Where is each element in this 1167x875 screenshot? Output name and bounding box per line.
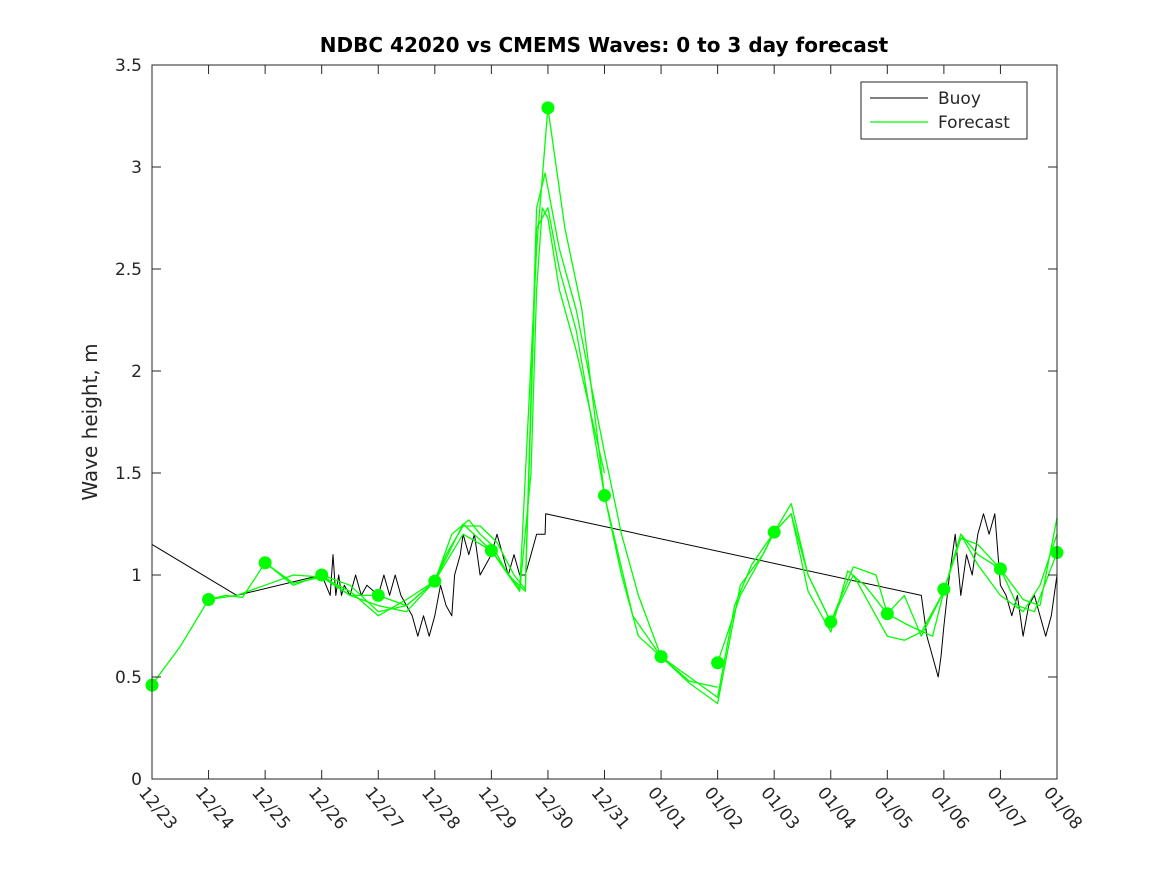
forecast-start-marker (428, 574, 442, 588)
y-tick-label: 0 (131, 770, 142, 790)
series-line-forecast-1 (151, 207, 606, 686)
y-axis: 0 0.5 1 1.5 2 2.5 3 3.5 (115, 56, 1057, 790)
y-tick-label: 1 (131, 566, 142, 586)
forecast-start-marker (315, 568, 329, 582)
plot-area (152, 65, 1057, 779)
series-line-buoy (151, 513, 1058, 678)
forecast-start-marker (371, 588, 385, 602)
forecast-start-marker (937, 582, 951, 596)
forecast-start-marker (880, 607, 894, 621)
chart-title: NDBC 42020 vs CMEMS Waves: 0 to 3 day fo… (320, 33, 889, 57)
legend-box (860, 81, 1028, 140)
y-axis-label: Wave height, m (78, 343, 102, 500)
y-tick-label: 3.5 (115, 56, 142, 76)
forecast-start-marker (993, 562, 1007, 576)
forecast-start-marker (711, 656, 725, 670)
y-tick-label: 2.5 (115, 260, 142, 280)
legend-buoy-label: Buoy (938, 89, 981, 109)
forecast-start-marker (598, 488, 611, 502)
forecast-start-marker (767, 525, 781, 539)
forecast-start-marker (484, 544, 498, 558)
y-tick-label: 3 (131, 158, 142, 178)
y-tick-label: 0.5 (115, 668, 142, 688)
forecast-start-marker (258, 556, 272, 570)
forecast-start-marker (202, 592, 216, 606)
forecast-start-marker (541, 101, 555, 115)
legend: Buoy Forecast (860, 81, 1028, 140)
y-tick-label: 1.5 (115, 464, 142, 484)
plot-layer (145, 101, 1064, 705)
forecast-start-marker (654, 650, 668, 664)
forecast-start-marker (824, 615, 838, 629)
legend-forecast-label: Forecast (938, 113, 1010, 133)
series-line-forecast-2 (208, 172, 718, 688)
y-tick-label: 2 (131, 362, 142, 382)
